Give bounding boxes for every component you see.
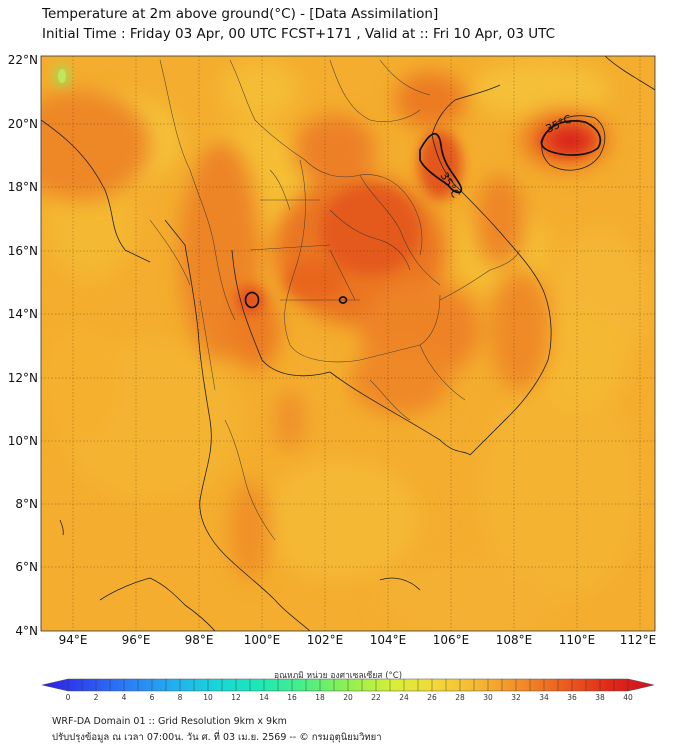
colorbar-tick-label: 36 [562,693,582,702]
lat-tick-label: 18°N [0,180,38,194]
colorbar-tick-label: 4 [114,693,134,702]
lon-tick-label: 102°E [300,633,350,647]
footer-update: ปรับปรุงข้อมูล ณ เวลา 07:00น. วัน ศ. ที่… [52,730,382,745]
colorbar-tick-label: 10 [198,693,218,702]
lon-tick-label: 108°E [489,633,539,647]
lon-tick-label: 106°E [426,633,476,647]
colorbar-tick-label: 18 [310,693,330,702]
colorbar-tick-label: 6 [142,693,162,702]
colorbar-tick-label: 28 [450,693,470,702]
lat-tick-label: 8°N [0,497,38,511]
lon-tick-label: 94°E [48,633,98,647]
lat-tick-label: 16°N [0,244,38,258]
lon-tick-label: 98°E [174,633,224,647]
colorbar-tick-label: 20 [338,693,358,702]
lon-tick-label: 112°E [613,633,663,647]
colorbar-tick-label: 24 [394,693,414,702]
footer-domain: WRF-DA Domain 01 :: Grid Resolution 9km … [52,716,287,727]
colorbar-tick-label: 0 [58,693,78,702]
temperature-field: 35°C 35°C [10,56,655,640]
lat-tick-label: 20°N [0,117,38,131]
colorbar-tick-label: 26 [422,693,442,702]
colorbar-tick-label: 40 [618,693,638,702]
colorbar-tick-label: 30 [478,693,498,702]
colorbar-tick-label: 2 [86,693,106,702]
colorbar-tick-label: 22 [366,693,386,702]
lat-tick-label: 12°N [0,371,38,385]
lon-tick-label: 104°E [363,633,413,647]
lat-tick-label: 22°N [0,53,38,67]
colorbar-tick-label: 16 [282,693,302,702]
lat-tick-label: 14°N [0,307,38,321]
lon-tick-label: 110°E [552,633,602,647]
colorbar-tick-label: 8 [170,693,190,702]
lat-tick-label: 4°N [0,624,38,638]
colorbar [0,676,676,694]
lat-tick-label: 6°N [0,560,38,574]
colorbar-tick-label: 34 [534,693,554,702]
colorbar-tick-label: 38 [590,693,610,702]
colorbar-tick-label: 32 [506,693,526,702]
lon-tick-label: 96°E [111,633,161,647]
colorbar-tick-label: 14 [254,693,274,702]
lat-tick-label: 10°N [0,434,38,448]
lon-tick-label: 100°E [237,633,287,647]
colorbar-tick-label: 12 [226,693,246,702]
